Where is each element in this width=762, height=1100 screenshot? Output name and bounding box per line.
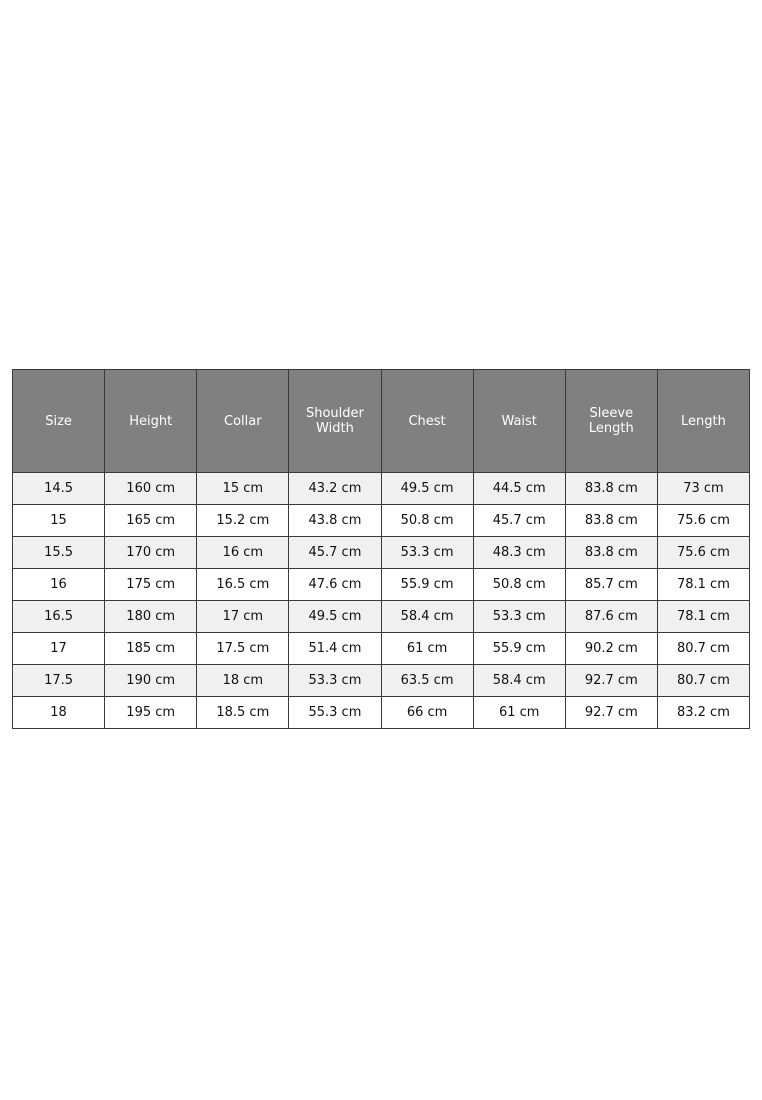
table-cell: 17.5 cm: [196, 632, 290, 665]
table-cell: 16.5 cm: [196, 568, 290, 601]
table-cell: 170 cm: [104, 536, 198, 569]
table-cell: 61 cm: [380, 632, 474, 665]
table-cell: 18: [11, 696, 106, 729]
column-header: Chest: [380, 369, 474, 473]
table-cell: 16 cm: [196, 536, 290, 569]
column-header: Shoulder Width: [288, 369, 382, 473]
table-cell: 55.9 cm: [380, 568, 474, 601]
table-cell: 44.5 cm: [472, 472, 566, 505]
table-cell: 15: [11, 504, 106, 537]
column-header: Height: [104, 369, 198, 473]
table-cell: 47.6 cm: [288, 568, 382, 601]
table-cell: 92.7 cm: [564, 664, 658, 697]
table-cell: 15.5: [11, 536, 106, 569]
table-cell: 180 cm: [104, 600, 198, 633]
table-row: 15.5 170 cm 16 cm 45.7 cm 53.3 cm 48.3 cm 83.8…: [11, 536, 751, 569]
size-chart-header: Size Height Collar Shoulder Width Chest Waist S…: [11, 369, 751, 473]
table-cell: 58.4 cm: [472, 664, 566, 697]
table-cell: 50.8 cm: [472, 568, 566, 601]
table-row: 16.5 180 cm 17 cm 49.5 cm 58.4 cm 53.3 cm 87.6…: [11, 600, 751, 633]
table-cell: 18.5 cm: [196, 696, 290, 729]
table-cell: 92.7 cm: [564, 696, 658, 729]
column-header: Length: [656, 369, 751, 473]
table-cell: 15 cm: [196, 472, 290, 505]
column-header: Size: [11, 369, 106, 473]
table-cell: 78.1 cm: [656, 568, 751, 601]
column-header: Waist: [472, 369, 566, 473]
table-cell: 16.5: [11, 600, 106, 633]
table-cell: 17: [11, 632, 106, 665]
table-cell: 160 cm: [104, 472, 198, 505]
table-cell: 185 cm: [104, 632, 198, 665]
table-cell: 49.5 cm: [288, 600, 382, 633]
table-cell: 53.3 cm: [472, 600, 566, 633]
table-cell: 80.7 cm: [656, 632, 751, 665]
table-row: 17 185 cm 17.5 cm 51.4 cm 61 cm 55.9 cm 90.2 c…: [11, 632, 751, 665]
table-cell: 75.6 cm: [656, 504, 751, 537]
table-cell: 48.3 cm: [472, 536, 566, 569]
table-cell: 61 cm: [472, 696, 566, 729]
table-cell: 18 cm: [196, 664, 290, 697]
table-cell: 45.7 cm: [288, 536, 382, 569]
table-cell: 53.3 cm: [380, 536, 474, 569]
table-cell: 51.4 cm: [288, 632, 382, 665]
table-cell: 195 cm: [104, 696, 198, 729]
table-cell: 17.5: [11, 664, 106, 697]
table-cell: 50.8 cm: [380, 504, 474, 537]
table-cell: 87.6 cm: [564, 600, 658, 633]
table-row: 16 175 cm 16.5 cm 47.6 cm 55.9 cm 50.8 cm 85.7…: [11, 568, 751, 601]
table-cell: 43.8 cm: [288, 504, 382, 537]
table-cell: 63.5 cm: [380, 664, 474, 697]
table-cell: 190 cm: [104, 664, 198, 697]
size-chart-table: Size Height Collar Shoulder Width Chest Waist S…: [11, 369, 751, 729]
table-cell: 83.8 cm: [564, 472, 658, 505]
table-cell: 55.3 cm: [288, 696, 382, 729]
table-cell: 75.6 cm: [656, 536, 751, 569]
table-cell: 83.8 cm: [564, 504, 658, 537]
table-cell: 90.2 cm: [564, 632, 658, 665]
table-cell: 66 cm: [380, 696, 474, 729]
table-cell: 49.5 cm: [380, 472, 474, 505]
table-row: 17.5 190 cm 18 cm 53.3 cm 63.5 cm 58.4 cm 92.7…: [11, 664, 751, 697]
table-cell: 45.7 cm: [472, 504, 566, 537]
table-cell: 55.9 cm: [472, 632, 566, 665]
table-cell: 165 cm: [104, 504, 198, 537]
size-chart-body: 14.5 160 cm 15 cm 43.2 cm 49.5 cm 44.5 cm 83.8…: [11, 472, 751, 729]
table-cell: 17 cm: [196, 600, 290, 633]
table-cell: 16: [11, 568, 106, 601]
table-row: 18 195 cm 18.5 cm 55.3 cm 66 cm 61 cm 92.7 cm 8…: [11, 696, 751, 729]
table-cell: 14.5: [11, 472, 106, 505]
table-row: 15 165 cm 15.2 cm 43.8 cm 50.8 cm 45.7 cm 83.8…: [11, 504, 751, 537]
table-cell: 58.4 cm: [380, 600, 474, 633]
table-cell: 175 cm: [104, 568, 198, 601]
table-cell: 15.2 cm: [196, 504, 290, 537]
table-cell: 78.1 cm: [656, 600, 751, 633]
table-cell: 73 cm: [656, 472, 751, 505]
table-cell: 83.8 cm: [564, 536, 658, 569]
table-cell: 53.3 cm: [288, 664, 382, 697]
column-header: Sleeve Length: [564, 369, 658, 473]
table-cell: 43.2 cm: [288, 472, 382, 505]
table-cell: 85.7 cm: [564, 568, 658, 601]
header-row: Size Height Collar Shoulder Width Chest Waist S…: [11, 369, 751, 473]
table-row: 14.5 160 cm 15 cm 43.2 cm 49.5 cm 44.5 cm 83.8…: [11, 472, 751, 505]
table-cell: 83.2 cm: [656, 696, 751, 729]
column-header: Collar: [196, 369, 290, 473]
table-cell: 80.7 cm: [656, 664, 751, 697]
